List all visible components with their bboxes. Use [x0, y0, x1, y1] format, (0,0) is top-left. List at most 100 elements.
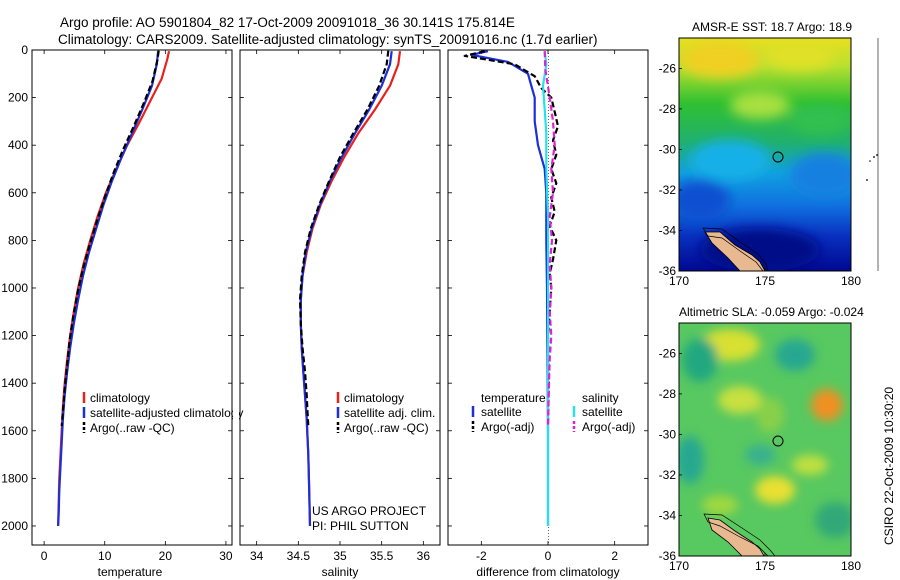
map-x-tick-label: 170: [669, 274, 689, 288]
map-x-tick-label: 180: [841, 274, 861, 288]
map-y-tick-label: -36: [659, 264, 677, 278]
sla-mid-patch: [756, 397, 784, 433]
y-tick-label: 2000: [1, 519, 28, 533]
y-tick-label: 200: [8, 91, 28, 105]
sla-low-patch: [745, 445, 775, 465]
difference-legend: temperature satellite Argo(-adj) salinit…: [471, 391, 635, 434]
sst-map: [679, 38, 851, 271]
legend-label: satellite: [582, 405, 623, 419]
salinity-axis-label: salinity: [322, 565, 359, 579]
island-dot: [869, 160, 871, 162]
sla-high-patch: [755, 476, 795, 504]
y-tick-label: 1600: [1, 424, 28, 438]
temperature-legend: climatology satellite-adjusted climatolo…: [82, 391, 243, 435]
island-dot: [873, 156, 875, 158]
y-tick-label: 1400: [1, 376, 28, 390]
temperature-axes: 0 10 20 30 0 200 400 600 800 1000 1200 1400 1600 1800…: [1, 43, 233, 563]
series-line-black: [298, 50, 390, 427]
x-tick-label: 35: [333, 549, 347, 563]
sst-cool-patch: [679, 180, 730, 220]
sla-high-patch: [792, 455, 828, 475]
map-y-tick-label: -32: [659, 183, 677, 197]
sst-float-marker: [772, 151, 784, 163]
sla-mid-patch: [702, 495, 738, 515]
x-tick-label: 0: [41, 549, 48, 563]
x-tick-label: -2: [476, 549, 487, 563]
salinity-axes: 34 34.5 35 35.5 36: [240, 49, 440, 563]
y-tick-label: 0: [21, 43, 28, 57]
legend-label: Argo(-adj): [582, 420, 635, 434]
map-y-tick-label: -28: [659, 102, 677, 116]
legend-heading-temperature: temperature: [481, 391, 546, 405]
legend-label: Argo(..raw -QC): [344, 421, 429, 435]
sst-map-title: AMSR-E SST: 18.7 Argo: 18.9: [692, 20, 852, 34]
sla-low-patch: [775, 339, 815, 371]
x-tick-label: 36: [417, 549, 431, 563]
map-x-tick-label: 170: [669, 559, 689, 573]
sst-map-axes: 170 175 180 -26 -28 -30 -32 -34 -36: [659, 61, 862, 288]
x-tick-label: 34.5: [287, 549, 311, 563]
legend-label: Argo(..raw -QC): [90, 421, 175, 435]
legend-label: climatology: [90, 391, 150, 405]
x-tick-label: 20: [159, 549, 173, 563]
salinity-legend: climatology satellite adj. clim. Argo(..…: [336, 391, 435, 435]
difference-series: [463, 50, 560, 526]
sst-warm-patch: [680, 42, 760, 78]
figure-title-line1: Argo profile: AO 5901804_82 17-Oct-2009 …: [60, 15, 515, 30]
sla-map-title: Altimetric SLA: -0.059 Argo: -0.024: [679, 305, 864, 319]
series-line-black: [60, 50, 160, 427]
y-tick-label: 400: [8, 138, 28, 152]
map-x-tick-label: 175: [755, 274, 775, 288]
island-dot: [876, 154, 878, 156]
sla-map: [679, 323, 851, 556]
salinity-panel-frame: [239, 49, 441, 546]
x-tick-label: 10: [98, 549, 112, 563]
salinity-series: [298, 50, 402, 527]
temperature-axis-label: temperature: [98, 565, 163, 579]
sst-land-shelf: [702, 227, 769, 271]
project-credit: US ARGO PROJECT: [312, 504, 427, 518]
legend-label: climatology: [344, 391, 404, 405]
x-tick-label: 2: [611, 549, 618, 563]
x-tick-label: 34: [250, 549, 264, 563]
sst-mid-patch: [690, 140, 770, 180]
sla-low-patch: [682, 338, 718, 382]
map-y-tick-label: -28: [659, 387, 677, 401]
y-tick-label: 1800: [1, 471, 28, 485]
legend-label: Argo(-adj): [481, 420, 534, 434]
sla-land-north-island: [707, 517, 765, 556]
sst-green-patch: [790, 105, 850, 135]
map-x-tick-label: 175: [755, 559, 775, 573]
x-tick-label: 35.5: [370, 549, 394, 563]
sst-warm-patch: [730, 91, 790, 119]
difference-axes: -2 0 2: [448, 49, 648, 563]
sla-low-patch: [815, 502, 851, 538]
sst-warm-patch: [765, 40, 835, 70]
sst-land-north-island: [704, 231, 766, 271]
legend-label: satellite-adjusted climatology: [90, 406, 243, 420]
temperature-series: [57, 50, 171, 527]
map-y-tick-label: -30: [659, 427, 677, 441]
sst-mid-patch: [790, 153, 851, 197]
series-line-blue: [299, 51, 393, 527]
y-tick-label: 1200: [1, 329, 28, 343]
figure-title-line2: Climatology: CARS2009. Satellite-adjuste…: [58, 32, 598, 47]
map-y-tick-label: -34: [659, 508, 677, 522]
sla-float-marker: [772, 435, 784, 447]
x-tick-label: 0: [545, 549, 552, 563]
y-tick-label: 600: [8, 186, 28, 200]
side-stamp: CSIRO 22-Oct-2009 10:30:20: [882, 387, 896, 545]
map-y-tick-label: -30: [659, 142, 677, 156]
map-y-tick-label: -32: [659, 468, 677, 482]
y-tick-label: 1000: [1, 281, 28, 295]
map-x-tick-label: 180: [841, 559, 861, 573]
x-tick-label: 30: [219, 549, 233, 563]
map-y-tick-label: -34: [659, 223, 677, 237]
legend-label: satellite: [481, 405, 522, 419]
sla-map-axes: 170 175 180 -26 -28 -30 -32 -34 -36: [659, 346, 862, 573]
map-y-tick-label: -26: [659, 61, 677, 75]
series-line-blue: [57, 51, 160, 527]
map-y-tick-label: -36: [659, 549, 677, 563]
series-line-magenta: [543, 51, 556, 427]
legend-label: satellite adj. clim.: [344, 406, 435, 420]
